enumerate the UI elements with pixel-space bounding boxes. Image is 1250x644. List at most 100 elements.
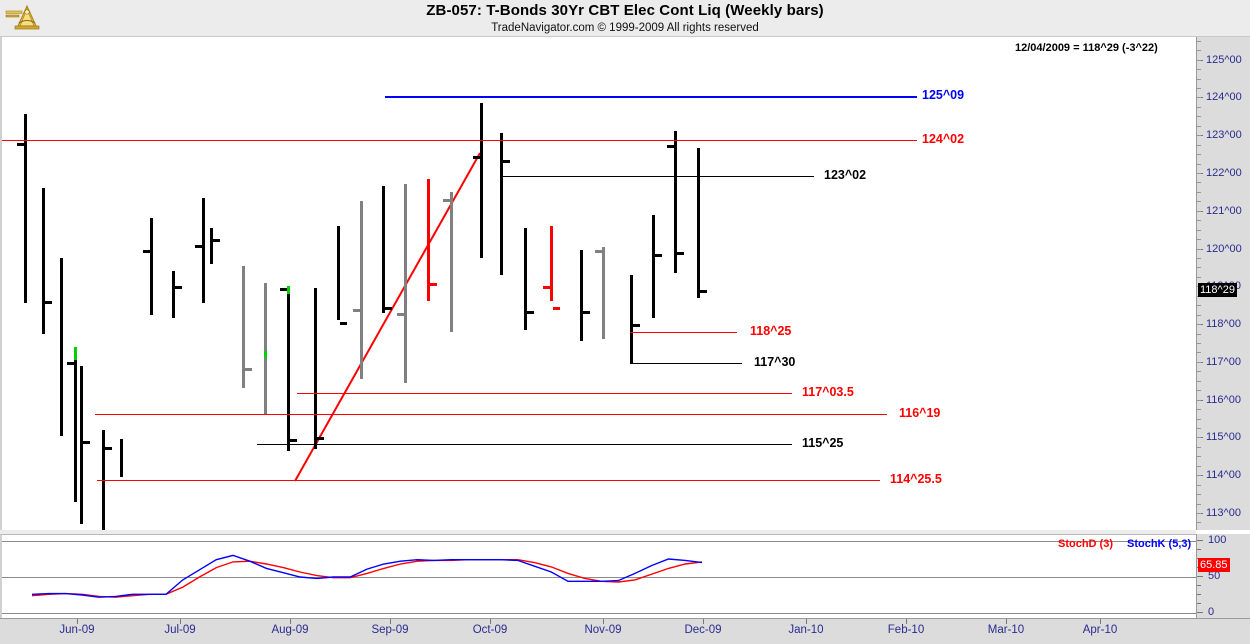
date-axis-label: Aug-09 bbox=[271, 624, 309, 636]
stochastic-axis-minor-tick bbox=[1197, 594, 1201, 595]
ohlc-close-tick bbox=[317, 437, 324, 441]
price-axis-minor-tick bbox=[1197, 428, 1201, 429]
price-axis-minor-tick bbox=[1197, 125, 1201, 127]
price-axis-minor-tick bbox=[1197, 522, 1201, 524]
current-price-marker: 118^29 bbox=[1198, 282, 1237, 297]
price-axis-minor-tick bbox=[1197, 239, 1201, 241]
date-axis-label: Apr-10 bbox=[1082, 624, 1118, 636]
date-axis-tick bbox=[290, 619, 291, 624]
price-axis[interactable]: 125^00124^00123^00122^00121^00120^00119^… bbox=[1196, 37, 1250, 530]
stochastic-axis-label: 0 bbox=[1208, 606, 1215, 618]
reference-line[interactable] bbox=[297, 393, 792, 394]
price-axis-minor-tick bbox=[1197, 135, 1201, 137]
ohlc-bar-range bbox=[210, 227, 213, 264]
ohlc-open-tick bbox=[595, 250, 602, 254]
ohlc-close-tick bbox=[45, 301, 52, 305]
ohlc-bar-range bbox=[242, 265, 245, 389]
date-axis-label: Jan-10 bbox=[788, 624, 824, 636]
legend-stochk: StochK (5,3) bbox=[1127, 538, 1192, 550]
price-axis-minor-tick bbox=[1197, 69, 1201, 71]
ohlc-close-tick bbox=[385, 307, 392, 311]
date-axis-tick bbox=[806, 619, 807, 624]
price-axis-minor-tick bbox=[1197, 210, 1201, 212]
ohlc-close-tick bbox=[553, 307, 560, 311]
ohlc-open-tick bbox=[667, 144, 674, 148]
date-axis-label: Sep-09 bbox=[371, 624, 409, 636]
reference-line[interactable] bbox=[630, 363, 742, 364]
ohlc-close-tick bbox=[700, 290, 707, 294]
price-axis-minor-tick bbox=[1197, 380, 1201, 382]
ohlc-bar-range bbox=[697, 148, 700, 298]
date-axis-tick bbox=[906, 619, 907, 624]
ohlc-bar-range bbox=[500, 133, 503, 275]
stochastic-pane[interactable]: StochD (3) StochK (5,3) bbox=[0, 534, 1198, 618]
price-chart-pane[interactable]: 12/04/2009 = 118^29 (-3^22) 125^09 124^02… bbox=[0, 37, 1196, 568]
ohlc-close-tick bbox=[175, 286, 182, 290]
reference-line[interactable] bbox=[630, 332, 737, 333]
ohlc-open-tick bbox=[397, 312, 404, 316]
reference-line[interactable] bbox=[2, 140, 917, 141]
ohlc-bar-range bbox=[24, 114, 27, 304]
price-axis-label: 117^00 bbox=[1206, 355, 1241, 368]
date-axis-label: Nov-09 bbox=[584, 624, 622, 636]
reference-line[interactable] bbox=[502, 176, 814, 177]
reference-line[interactable] bbox=[97, 480, 880, 481]
ohlc-bar-range bbox=[60, 258, 63, 436]
price-axis-minor-tick bbox=[1197, 201, 1201, 203]
legend-stochd: StochD (3) bbox=[1058, 538, 1113, 550]
price-axis-label: 113^00 bbox=[1206, 507, 1241, 519]
price-axis-label: 121^00 bbox=[1206, 204, 1242, 217]
price-axis-minor-tick bbox=[1197, 437, 1201, 439]
price-axis-minor-tick bbox=[1197, 465, 1201, 467]
price-axis-minor-tick bbox=[1197, 333, 1201, 335]
price-axis-minor-tick bbox=[1197, 456, 1201, 458]
date-axis-label: Feb-10 bbox=[887, 624, 925, 636]
reference-line-label: 123^02 bbox=[824, 168, 867, 182]
reference-line-label: 117^03.5 bbox=[802, 385, 854, 399]
ohlc-bar-range bbox=[580, 250, 583, 342]
stochastic-axis-minor-tick bbox=[1197, 576, 1201, 577]
price-axis-minor-tick bbox=[1197, 182, 1201, 184]
reference-line-label: 117^30 bbox=[754, 355, 796, 369]
ohlc-bar-highlight bbox=[264, 350, 267, 359]
current-stochastic-marker: 65.85 bbox=[1198, 557, 1230, 572]
ohlc-close-tick bbox=[633, 324, 640, 328]
stochastic-axis-label: 50 bbox=[1208, 570, 1221, 582]
price-axis-minor-tick bbox=[1197, 248, 1201, 250]
ohlc-bar-range bbox=[150, 218, 153, 315]
stochastic-axis[interactable]: 100 50 0 65.85 bbox=[1196, 534, 1250, 618]
ohlc-open-tick bbox=[353, 309, 360, 312]
price-axis-minor-tick bbox=[1197, 418, 1201, 420]
stochastic-gridline bbox=[2, 577, 1198, 578]
ohlc-open-tick bbox=[280, 288, 287, 292]
ohlc-close-tick bbox=[583, 310, 590, 314]
chart-header: ZB-057: T-Bonds 30Yr CBT Elec Cont Liq (… bbox=[0, 0, 1250, 37]
price-axis-minor-tick bbox=[1197, 258, 1201, 259]
date-axis-tick bbox=[603, 619, 604, 624]
stochastic-axis-minor-tick bbox=[1197, 585, 1201, 586]
ohlc-bar-range bbox=[337, 225, 340, 321]
date-axis-tick bbox=[1100, 619, 1101, 624]
price-axis-minor-tick bbox=[1197, 59, 1201, 61]
reference-line-label: 116^19 bbox=[899, 406, 941, 420]
date-axis[interactable]: Jun-09 Jul-09 Aug-09 Sep-09 Oct-09 Nov-09 Dec-… bbox=[0, 618, 1250, 644]
reference-line[interactable] bbox=[385, 96, 917, 98]
ohlc-close-tick bbox=[677, 252, 684, 256]
reference-line[interactable] bbox=[257, 444, 792, 445]
price-axis-minor-tick bbox=[1197, 78, 1201, 80]
price-axis-minor-tick bbox=[1197, 305, 1201, 307]
ohlc-close-tick bbox=[527, 310, 534, 314]
ohlc-bar-range bbox=[480, 103, 483, 258]
reference-line[interactable] bbox=[95, 414, 887, 415]
ohlc-bar-range bbox=[427, 178, 430, 302]
price-axis-minor-tick bbox=[1197, 503, 1201, 505]
quote-readout: 12/04/2009 = 118^29 (-3^22) bbox=[1015, 42, 1158, 54]
price-axis-label: 114^00 bbox=[1206, 469, 1241, 482]
ohlc-bar-highlight bbox=[74, 346, 77, 360]
ohlc-close-tick bbox=[105, 446, 112, 450]
ohlc-open-tick bbox=[143, 250, 150, 254]
stochastic-gridline bbox=[2, 541, 1198, 542]
page-title: ZB-057: T-Bonds 30Yr CBT Elec Cont Liq (… bbox=[426, 2, 824, 19]
ohlc-close-tick bbox=[213, 239, 220, 243]
ohlc-bar-range bbox=[674, 131, 677, 274]
